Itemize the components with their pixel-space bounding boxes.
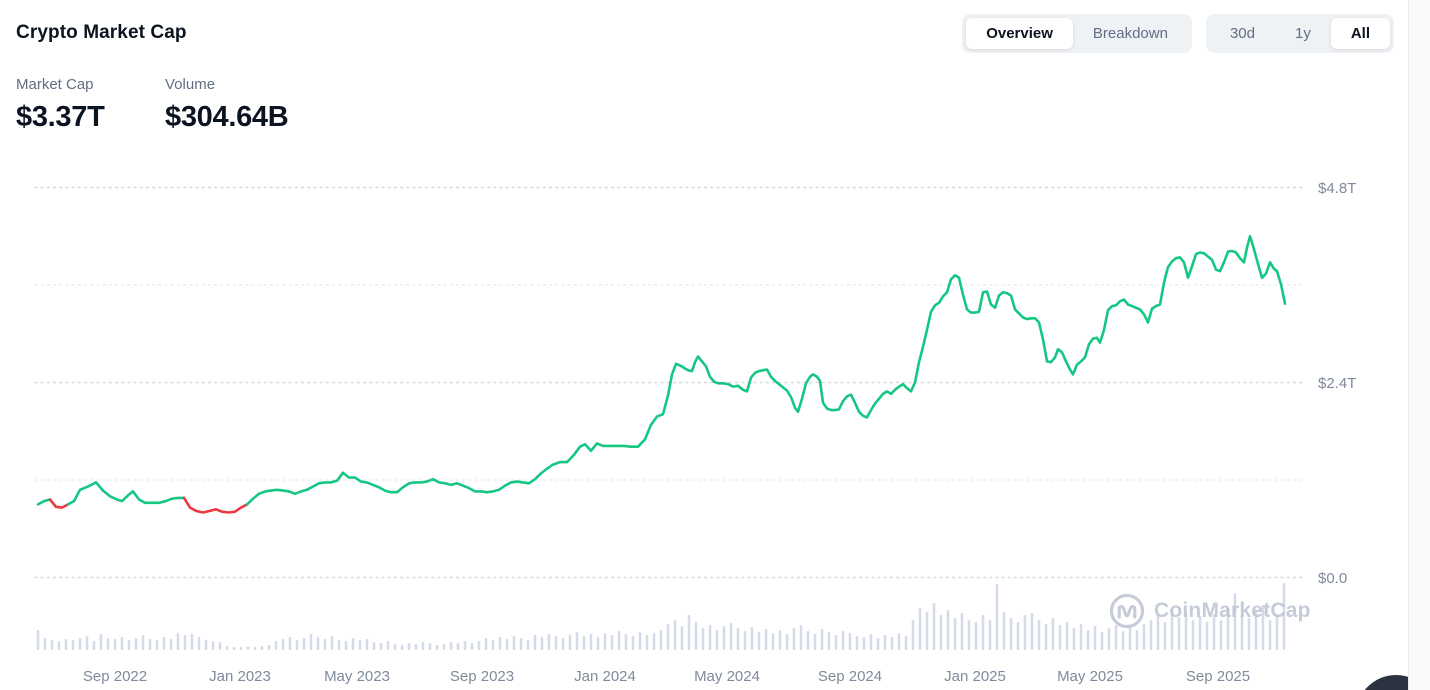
x-axis-labels: Sep 2022 Jan 2023 May 2023 Sep 2023 Jan 2024… <box>83 668 1250 685</box>
y-tick-label: $4.8T <box>1318 180 1356 197</box>
x-tick-label: Sep 2023 <box>450 668 514 685</box>
volume-bars <box>36 583 1286 650</box>
coinmarketcap-logo-icon <box>1109 593 1145 629</box>
range-toggle: 30d 1y All <box>1205 14 1394 53</box>
gridlines <box>34 186 1303 579</box>
toggle-option-overview[interactable]: Overview <box>966 18 1073 49</box>
y-tick-label: $2.4T <box>1318 375 1356 392</box>
toggle-option-30d[interactable]: 30d <box>1210 18 1275 49</box>
stat-market-cap: Market Cap $3.37T <box>16 76 165 134</box>
y-axis-labels: $4.8T $2.4T $0.0 <box>1318 180 1356 587</box>
chart-controls: Overview Breakdown 30d 1y All <box>962 14 1394 53</box>
x-tick-label: Jan 2023 <box>209 668 271 685</box>
stat-volume: Volume $304.64B <box>165 76 289 134</box>
stats-row: Market Cap $3.37T Volume $304.64B <box>16 76 289 134</box>
y-tick-label: $0.0 <box>1318 570 1347 587</box>
x-tick-label: May 2025 <box>1057 668 1123 685</box>
x-tick-label: May 2024 <box>694 668 760 685</box>
x-tick-label: Jan 2024 <box>574 668 636 685</box>
toggle-option-all[interactable]: All <box>1330 18 1390 49</box>
market-cap-line <box>36 234 1287 514</box>
watermark-text: CoinMarketCap <box>1154 599 1311 622</box>
x-tick-label: Sep 2022 <box>83 668 147 685</box>
x-tick-label: Sep 2025 <box>1186 668 1250 685</box>
page-title: Crypto Market Cap <box>16 22 187 43</box>
stat-label: Volume <box>165 76 216 93</box>
coinmarketcap-watermark: CoinMarketCap <box>1108 592 1311 630</box>
stat-label: Market Cap <box>16 76 94 93</box>
x-tick-label: May 2023 <box>324 668 390 685</box>
header: Crypto Market Cap Overview Breakdown 30d 1… <box>16 14 1394 53</box>
toggle-option-1y[interactable]: 1y <box>1275 18 1331 49</box>
page-edge-strip <box>1408 0 1430 690</box>
stat-value: $3.37T <box>16 101 105 133</box>
toggle-option-breakdown[interactable]: Breakdown <box>1073 18 1188 49</box>
x-tick-label: Sep 2024 <box>818 668 882 685</box>
x-tick-label: Jan 2025 <box>944 668 1006 685</box>
stat-value: $304.64B <box>165 101 289 133</box>
view-toggle: Overview Breakdown <box>962 14 1192 53</box>
